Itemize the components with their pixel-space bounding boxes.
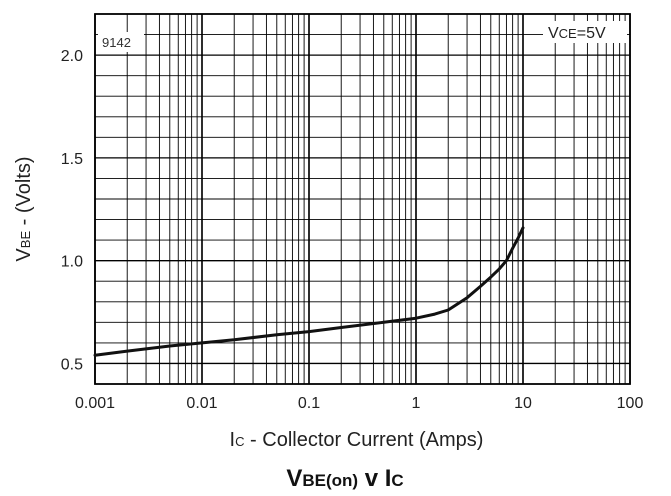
x-tick-label: 100 [617, 395, 644, 412]
chart-title-main: V [286, 465, 302, 492]
figure-code: 9142 [102, 35, 131, 50]
condition-sub: CE [559, 26, 577, 41]
y-axis-label-sub: BE [18, 231, 33, 249]
x-tick-label: 10 [514, 395, 532, 412]
x-tick-label: 0.1 [298, 395, 320, 412]
chart-title-tail-sub: C [391, 471, 403, 490]
series-layer [93, 226, 525, 357]
condition-box [543, 21, 627, 43]
x-axis-label-main: I [230, 429, 236, 451]
chart-title: VBE(on) v IC [286, 465, 403, 492]
y-tick-label: 2.0 [61, 48, 83, 65]
condition-label: VCE=5V [548, 25, 606, 42]
condition-main: V [548, 25, 559, 42]
y-axis-label: VBE - (Volts) [13, 156, 35, 261]
x-axis-label-sub: C [235, 434, 244, 449]
y-tick-label: 0.5 [61, 356, 83, 373]
plot-frame [94, 13, 631, 385]
y-axis-label-rest: - (Volts) [13, 156, 35, 230]
y-axis-label-main: V [13, 248, 35, 262]
x-tick-label: 0.01 [186, 395, 217, 412]
x-axis-label-rest: - Collector Current (Amps) [245, 429, 484, 451]
tick-labels: 0.001 0.01 0.1 1 10 100 0.5 1.0 1.5 2.0 [61, 48, 644, 412]
condition-rest: =5V [577, 25, 606, 42]
chart-title-mid: v [358, 465, 385, 492]
chart-title-main-sub: BE(on) [302, 471, 358, 490]
x-axis-label: IC - Collector Current (Amps) [230, 429, 484, 451]
y-tick-label: 1.5 [61, 151, 83, 168]
chart-title-tail: I [385, 465, 392, 492]
x-tick-label: 1 [412, 395, 421, 412]
figure-code-box [98, 32, 144, 52]
grid [94, 13, 631, 384]
series-line [93, 226, 525, 357]
y-tick-label: 1.0 [61, 254, 83, 271]
x-tick-label: 0.001 [75, 395, 115, 412]
